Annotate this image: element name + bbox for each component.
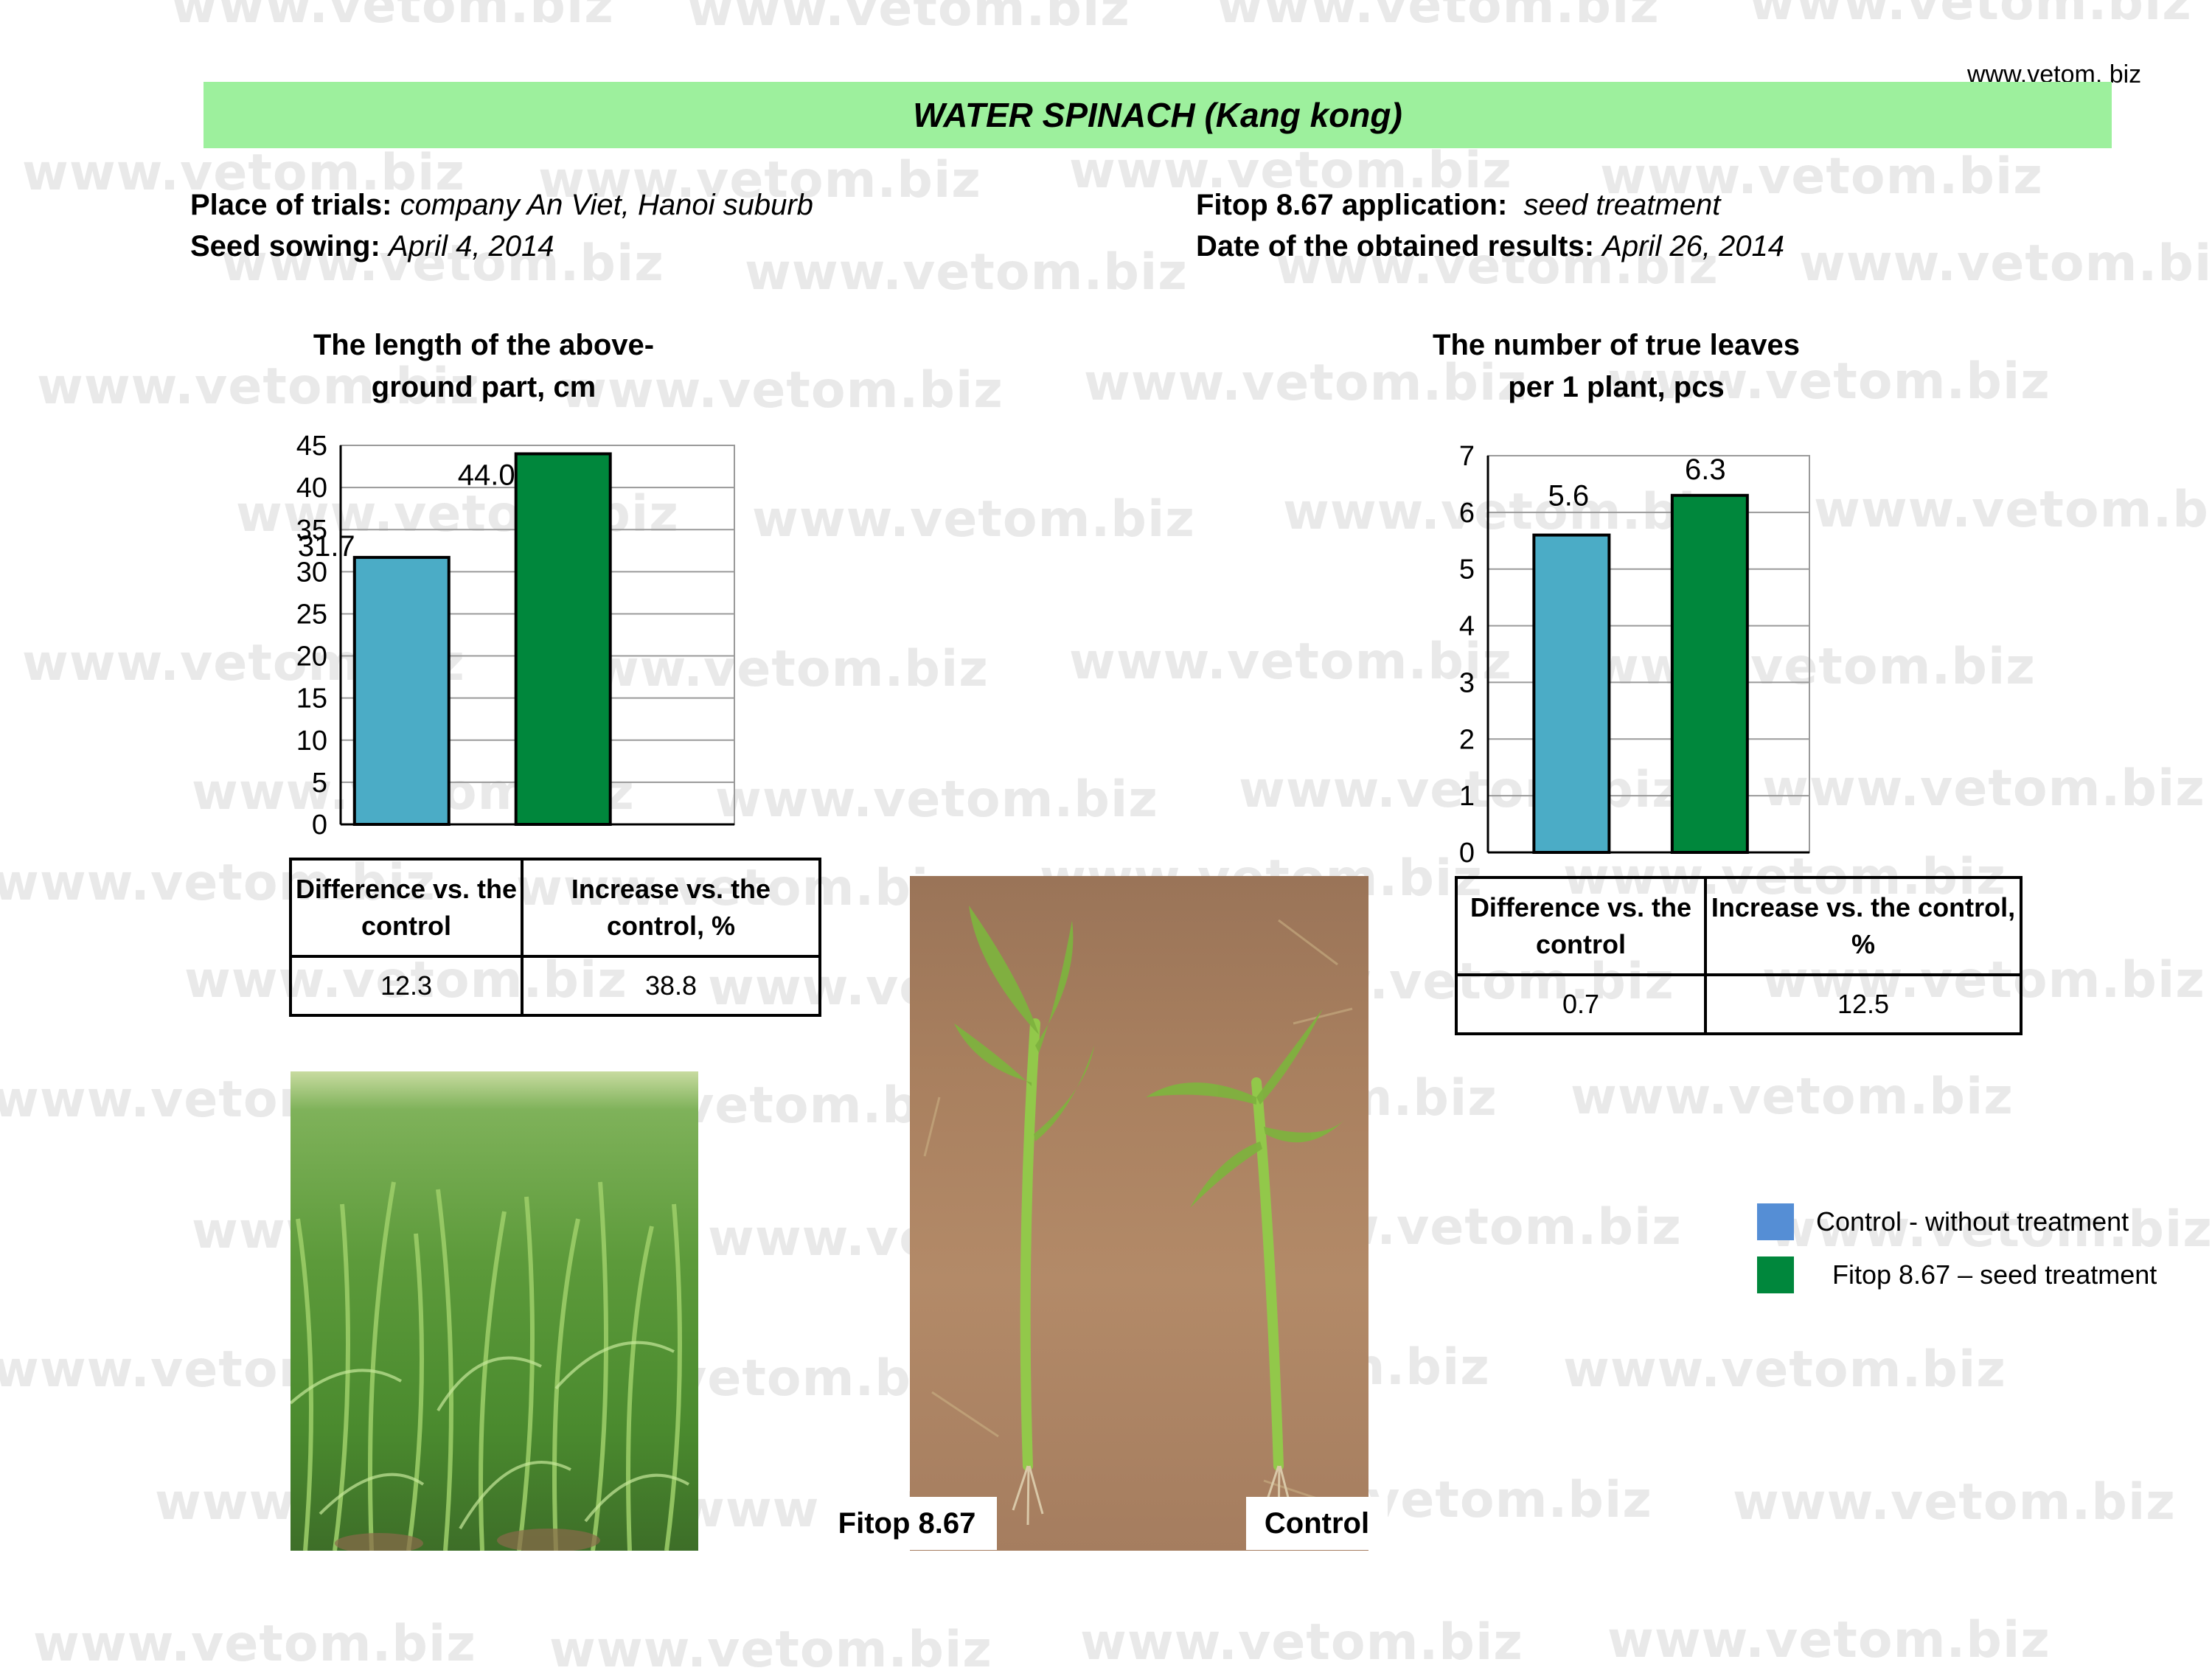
leaves-chart-bar-control	[1532, 533, 1611, 854]
length-chart-ytick-label: 30	[296, 557, 327, 588]
watermark-text: www.vetom.biz	[752, 490, 1195, 549]
watermark-text: www.vetom.biz	[1571, 1068, 2014, 1126]
leaves-chart-ytick-label: 0	[1459, 838, 1475, 869]
watermark-text: www.vetom.biz	[1607, 352, 2051, 411]
watermark-text: www.vetom.biz	[1733, 1473, 2176, 1532]
sowing-value: April 4, 2014	[388, 230, 554, 263]
table-header-increase: Increase vs. the control, %	[521, 858, 821, 958]
trial-info-left: Place of trials: company An Viet, Hanoi …	[190, 184, 813, 267]
plants-comparison-photo	[910, 876, 1368, 1551]
chart-left-title-line2: ground part, cm	[371, 371, 597, 403]
legend-item-fitop: Fitop 8.67 – seed treatment	[1757, 1256, 2157, 1293]
leaves-chart-value-label: 6.3	[1685, 453, 1726, 486]
watermark-text: www.vetom.biz	[1069, 633, 1512, 691]
leaves-chart-bar-fitop	[1670, 493, 1749, 854]
watermark-text: www.vetom.biz	[37, 358, 480, 416]
leaves-chart-ytick-label: 3	[1459, 667, 1475, 698]
watermark-text: www.vetom.biz	[538, 151, 981, 209]
leaves-chart-ytick-label: 4	[1459, 611, 1475, 642]
place-label: Place of trials:	[190, 189, 392, 221]
watermark-text: www.vetom.biz	[1217, 0, 1660, 35]
photo-caption-control: Control	[1246, 1497, 1388, 1550]
length-chart-ytick-label: 40	[296, 473, 327, 504]
legend: Control - without treatment Fitop 8.67 –…	[1757, 1203, 2157, 1293]
length-chart-ytick-label: 0	[312, 810, 327, 841]
page-title: WATER SPINACH (Kang kong)	[913, 96, 1402, 134]
title-banner: WATER SPINACH (Kang kong)	[204, 82, 2112, 148]
application-label: Fitop 8.67 application:	[1196, 189, 1508, 221]
table-header-increase: Increase vs. the control, %	[1704, 876, 2023, 976]
chart-right-title: The number of true leaves per 1 plant, p…	[1358, 324, 1874, 409]
length-chart-bar-control	[352, 555, 451, 826]
watermark-text: www.vetom.biz	[22, 144, 465, 202]
chart-left-title: The length of the above- ground part, cm	[226, 324, 742, 409]
table-header-difference: Difference vs. the control	[1455, 876, 1707, 976]
results-label: Date of the obtained results:	[1196, 230, 1595, 263]
legend-item-control: Control - without treatment	[1757, 1203, 2157, 1240]
application-value: seed treatment	[1523, 189, 1721, 221]
leaves-chart-ytick-label: 1	[1459, 781, 1475, 812]
watermark-text: www.vetom.biz	[1563, 1341, 2006, 1399]
watermark-text: www.vetom.biz	[1593, 638, 2036, 696]
trial-info-right: Fitop 8.67 application: seed treatment D…	[1196, 184, 1784, 267]
legend-label-fitop: Fitop 8.67 – seed treatment	[1832, 1259, 2157, 1290]
length-chart-ytick-label: 10	[296, 726, 327, 757]
watermark-text: www.vetom.biz	[1799, 234, 2212, 293]
table-cell-difference: 12.3	[289, 955, 524, 1017]
length-chart-value-label: 44.0	[458, 459, 515, 491]
chart-right-title-line1: The number of true leaves	[1433, 329, 1800, 361]
watermark-text: www.vetom.biz	[1770, 1200, 2212, 1259]
watermark-text: www.vetom.biz	[1084, 354, 1527, 412]
length-chart-ytick-label: 35	[296, 515, 327, 546]
legend-label-control: Control - without treatment	[1816, 1206, 2129, 1237]
leaves-chart-ytick-label: 7	[1459, 441, 1475, 472]
results-table-right: Difference vs. the control Increase vs. …	[1455, 876, 2023, 1035]
table-header-difference: Difference vs. the control	[289, 858, 524, 958]
watermark-text: www.vetom.biz	[221, 234, 664, 293]
chart-right-title-line2: per 1 plant, pcs	[1508, 371, 1725, 403]
place-value: company An Viet, Hanoi suburb	[400, 189, 813, 221]
leaves-chart-ytick-label: 5	[1459, 555, 1475, 585]
length-chart-ytick-label: 45	[296, 431, 327, 462]
table-cell-difference: 0.7	[1455, 973, 1707, 1035]
photo-caption-fitop: Fitop 8.67	[817, 1497, 997, 1550]
leaves-chart-ytick-label: 2	[1459, 724, 1475, 755]
watermark-text: www.vetom.biz	[560, 361, 1004, 420]
watermark-text: www.vetom.biz	[1749, 0, 2192, 32]
table-cell-increase: 38.8	[521, 955, 821, 1017]
watermark-text: www.vetom.biz	[546, 640, 989, 698]
results-value: April 26, 2014	[1602, 230, 1785, 263]
length-chart-ytick-label: 15	[296, 684, 327, 715]
results-table-left: Difference vs. the control Increase vs. …	[289, 858, 821, 1017]
watermark-text: www.vetom.biz	[1814, 481, 2212, 539]
field-photo	[291, 1071, 698, 1551]
watermark-text: www.vetom.biz	[687, 0, 1130, 38]
watermark-text: www.vetom.biz	[171, 0, 614, 35]
leaves-chart-value-label: 5.6	[1548, 480, 1590, 512]
length-chart-bar-fitop	[514, 452, 612, 827]
sowing-label: Seed sowing:	[190, 230, 380, 263]
watermark-text: www.vetom.biz	[1276, 237, 1719, 296]
length-chart-ytick-label: 25	[296, 599, 327, 630]
length-chart-ytick-label: 20	[296, 642, 327, 672]
length-chart-ytick-label: 5	[312, 768, 327, 799]
legend-swatch-fitop	[1757, 1256, 1794, 1293]
legend-swatch-control	[1757, 1203, 1794, 1240]
watermark-text: www.vetom.biz	[715, 771, 1158, 829]
leaves-chart-ytick-label: 6	[1459, 498, 1475, 529]
watermark-text: www.vetom.biz	[745, 243, 1188, 302]
length-chart-value-label: 31.7	[298, 530, 355, 563]
plants-comparison-image	[923, 905, 1353, 1529]
watermark-text: www.vetom.biz	[1762, 759, 2205, 818]
watermark-text: www.vetom.biz	[1069, 142, 1512, 200]
watermark-text: www.vetom.biz	[1600, 147, 2043, 206]
chart-left-title-line1: The length of the above-	[313, 329, 655, 361]
field-plants-image	[291, 1181, 689, 1551]
table-cell-increase: 12.5	[1704, 973, 2023, 1035]
